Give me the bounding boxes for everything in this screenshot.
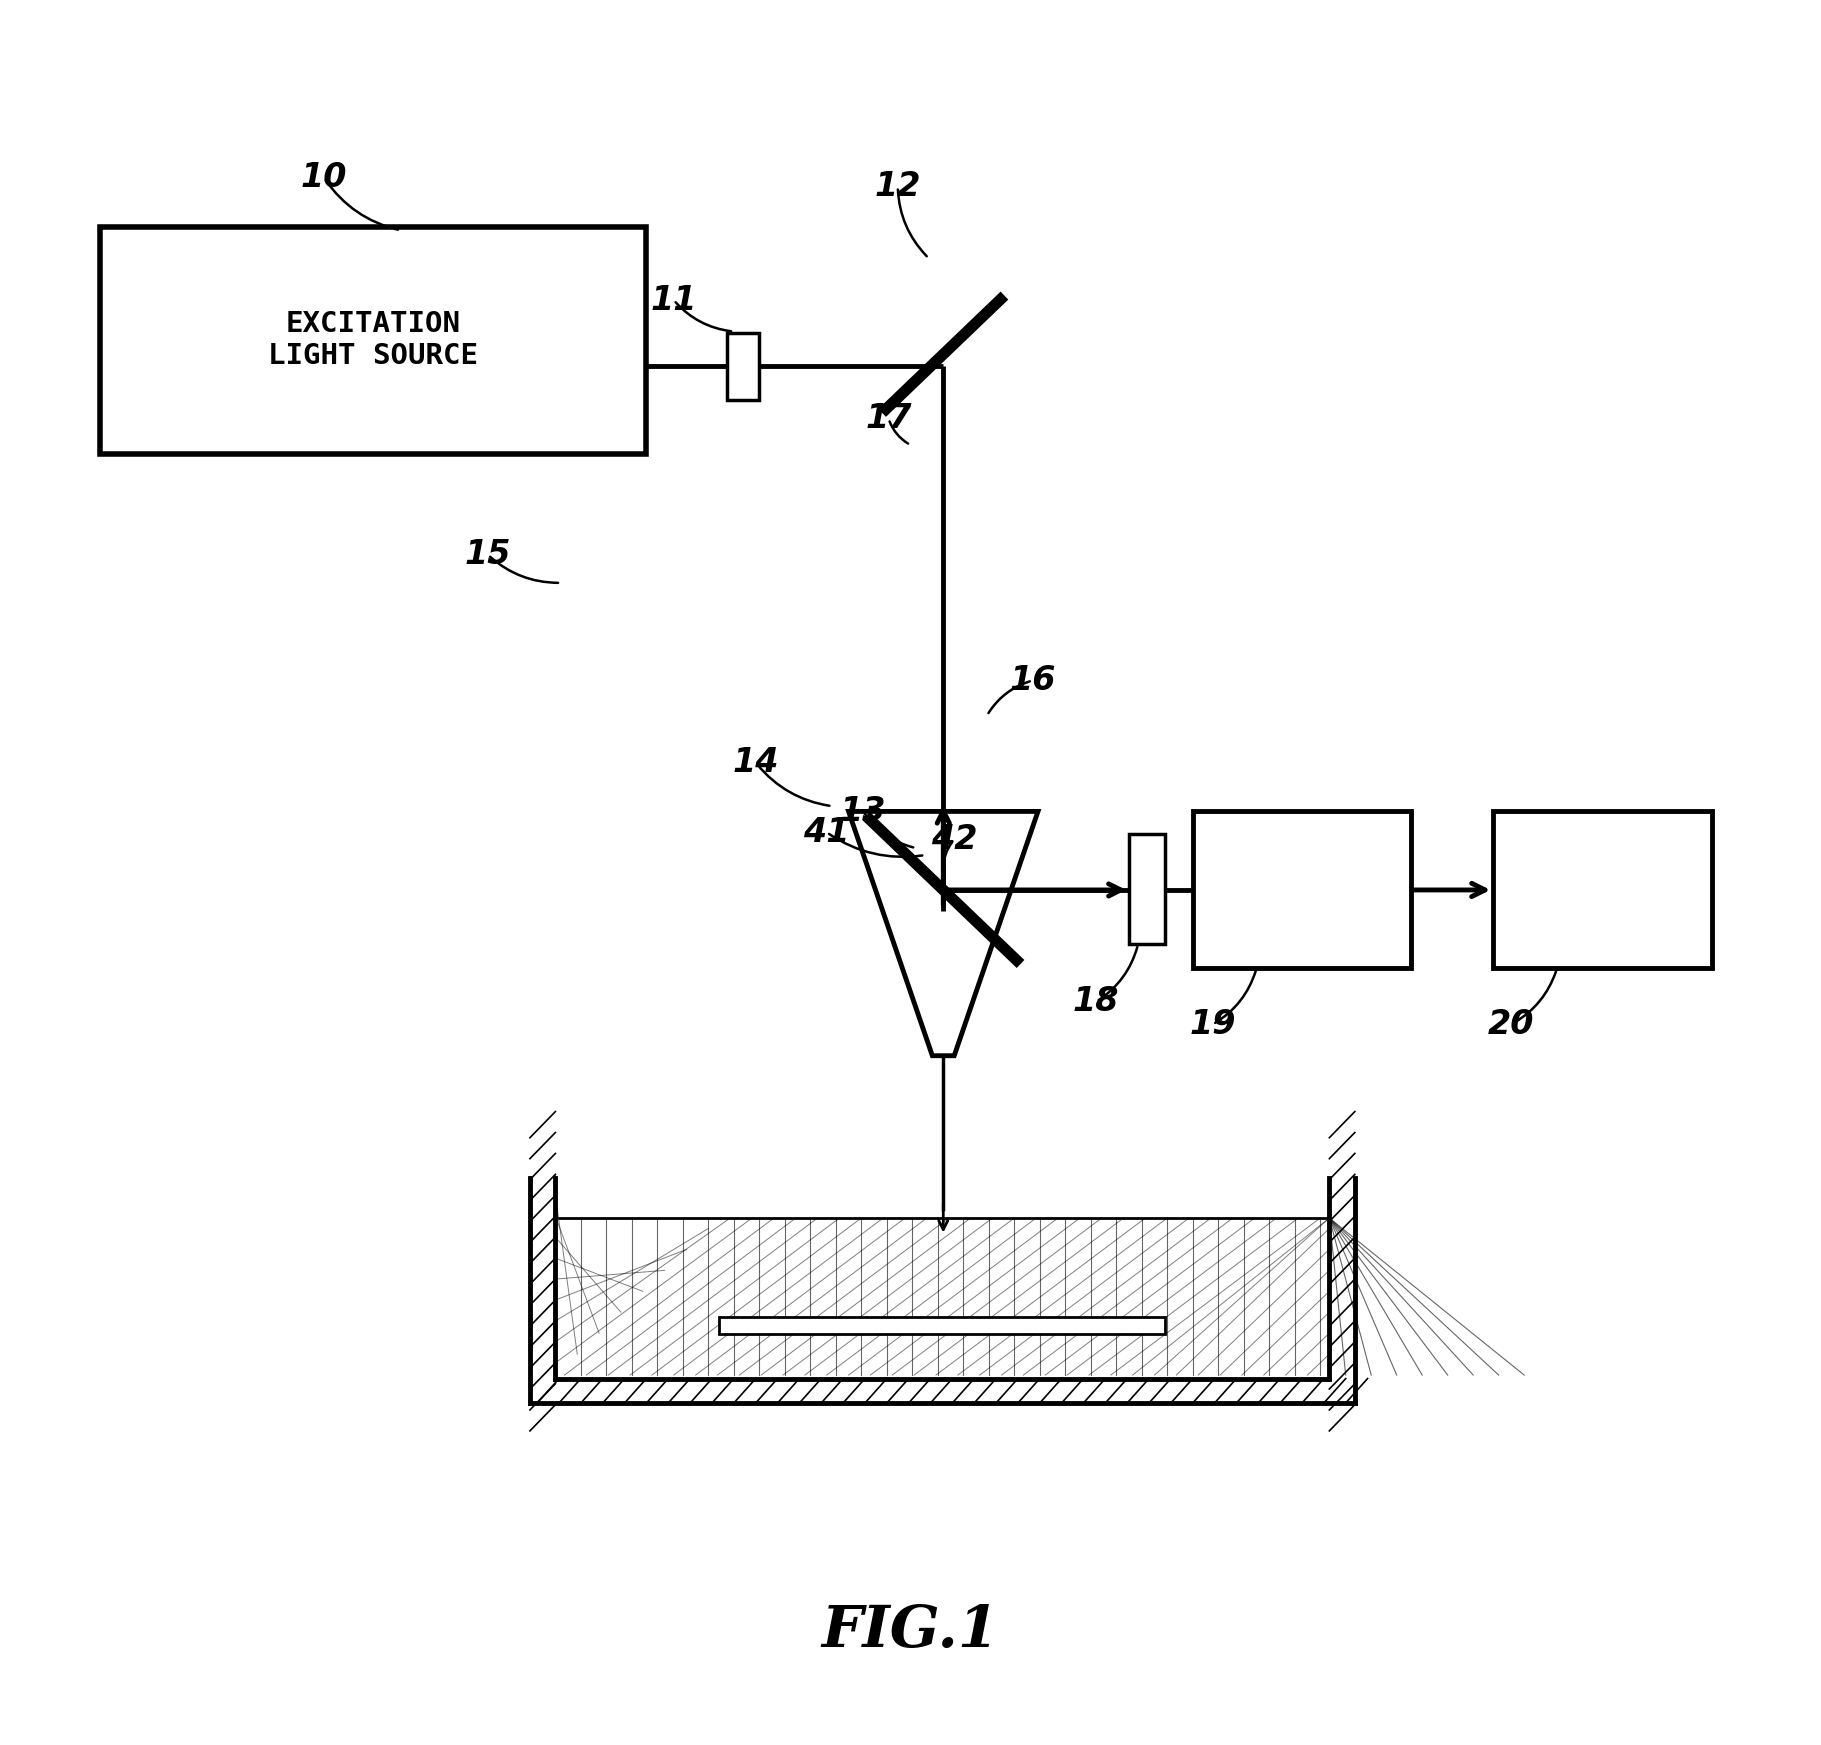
Text: 13: 13 (839, 796, 887, 827)
Text: 15: 15 (464, 539, 512, 571)
Bar (727, 333, 759, 400)
Bar (1493, 811, 1712, 968)
Text: FIG.1: FIG.1 (821, 1604, 1000, 1659)
Text: 10: 10 (300, 162, 348, 194)
Text: 11: 11 (650, 284, 697, 316)
Bar (1193, 811, 1411, 968)
Text: 18: 18 (1073, 986, 1120, 1017)
Text: 19: 19 (1189, 1009, 1236, 1040)
Text: 12: 12 (874, 171, 921, 202)
Text: 17: 17 (865, 403, 912, 435)
Bar (719, 1317, 1165, 1335)
Text: 14: 14 (732, 747, 779, 778)
Text: 20: 20 (1488, 1009, 1535, 1040)
Bar (100, 227, 646, 454)
Bar (1129, 834, 1165, 944)
Text: 42: 42 (931, 824, 978, 855)
Text: 41: 41 (803, 817, 850, 848)
Text: 16: 16 (1009, 665, 1056, 696)
Text: EXCITATION
LIGHT SOURCE: EXCITATION LIGHT SOURCE (268, 311, 479, 370)
